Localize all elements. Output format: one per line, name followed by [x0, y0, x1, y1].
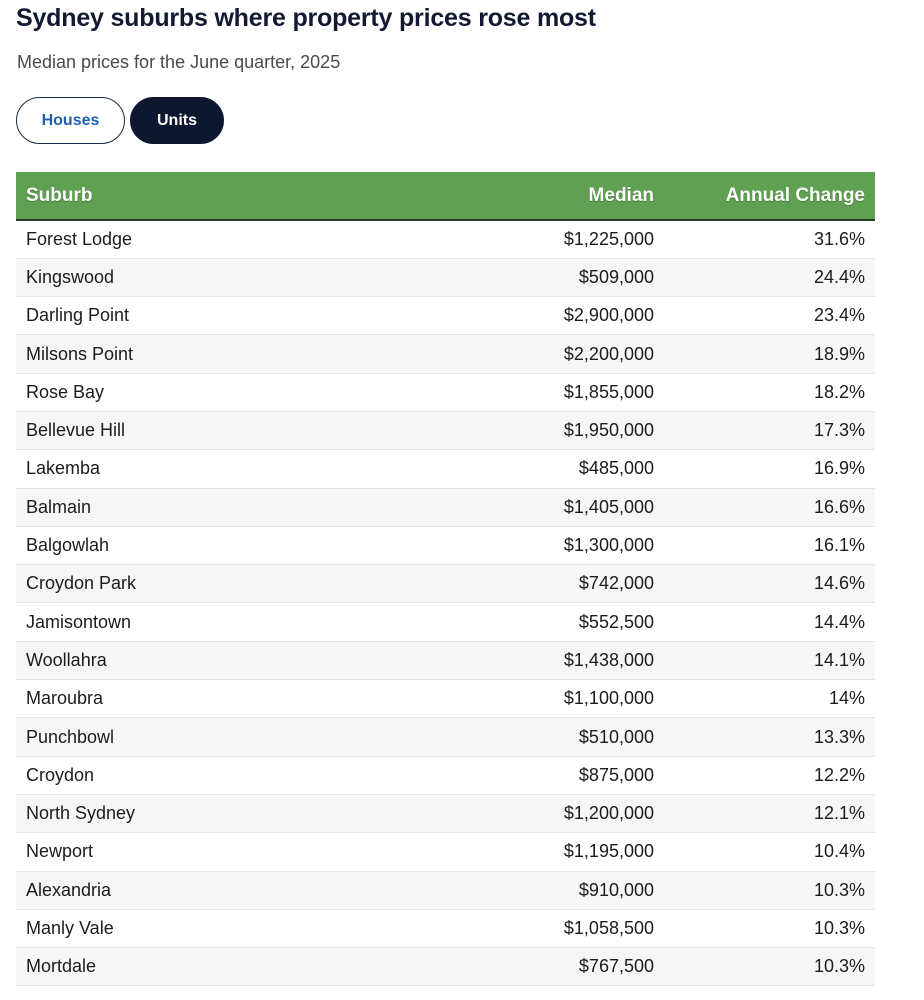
table-row: Maroubra $1,100,000 14%	[16, 679, 875, 719]
cell-median: $1,950,000	[396, 411, 664, 451]
cell-annual-change: 12.1%	[664, 794, 875, 834]
cell-annual-change: 17.3%	[664, 411, 875, 451]
cell-suburb: Punchbowl	[16, 717, 396, 757]
cell-annual-change: 18.9%	[664, 334, 875, 374]
table-row: Balgowlah $1,300,000 16.1%	[16, 526, 875, 566]
column-header-median[interactable]: Median	[396, 172, 664, 221]
cell-suburb: North Sydney	[16, 794, 396, 834]
cell-suburb: Balmain	[16, 488, 396, 527]
cell-suburb: Alexandria	[16, 871, 396, 910]
cell-annual-change: 14.6%	[664, 564, 875, 604]
cell-suburb: Bellevue Hill	[16, 411, 396, 451]
cell-median: $509,000	[396, 258, 664, 298]
cell-suburb: Balgowlah	[16, 526, 396, 566]
cell-median: $1,405,000	[396, 488, 664, 527]
houses-toggle-button[interactable]: Houses	[16, 97, 125, 144]
table-row: Croydon $875,000 12.2%	[16, 756, 875, 795]
cell-annual-change: 14.1%	[664, 641, 875, 681]
page-subtitle: Median prices for the June quarter, 2025	[17, 52, 341, 72]
cell-annual-change: 16.1%	[664, 526, 875, 566]
cell-annual-change: 14%	[664, 679, 875, 719]
cell-suburb: Lakemba	[16, 449, 396, 489]
cell-median: $875,000	[396, 756, 664, 795]
cell-annual-change: 13.3%	[664, 717, 875, 757]
cell-suburb: Croydon	[16, 756, 396, 795]
table-row: Darling Point $2,900,000 23.4%	[16, 296, 875, 336]
table-row: Rose Bay $1,855,000 18.2%	[16, 373, 875, 412]
cell-median: $1,855,000	[396, 373, 664, 412]
cell-annual-change: 16.6%	[664, 488, 875, 527]
table-row: Mortdale $767,500 10.3%	[16, 947, 875, 987]
cell-suburb: Forest Lodge	[16, 220, 396, 259]
table-row: Balmain $1,405,000 16.6%	[16, 488, 875, 527]
table-row: Croydon Park $742,000 14.6%	[16, 564, 875, 604]
cell-median: $1,100,000	[396, 679, 664, 719]
cell-median: $485,000	[396, 449, 664, 489]
cell-annual-change: 10.4%	[664, 832, 875, 872]
cell-median: $1,058,500	[396, 909, 664, 949]
table-body: Forest Lodge $1,225,000 31.6% Kingswood $509…	[16, 220, 875, 987]
cell-annual-change: 12.2%	[664, 756, 875, 795]
cell-suburb: Rose Bay	[16, 373, 396, 412]
table-header-row: Suburb Median Annual Change	[16, 172, 875, 221]
cell-suburb: Manly Vale	[16, 909, 396, 949]
cell-annual-change: 14.4%	[664, 602, 875, 642]
table-row: Alexandria $910,000 10.3%	[16, 871, 875, 910]
table-row: Bellevue Hill $1,950,000 17.3%	[16, 411, 875, 451]
cell-median: $552,500	[396, 602, 664, 642]
cell-suburb: Jamisontown	[16, 602, 396, 642]
table-row: Lakemba $485,000 16.9%	[16, 449, 875, 489]
table-row: Manly Vale $1,058,500 10.3%	[16, 909, 875, 949]
cell-median: $1,225,000	[396, 220, 664, 259]
cell-median: $1,195,000	[396, 832, 664, 872]
cell-annual-change: 31.6%	[664, 220, 875, 259]
table-row: Woollahra $1,438,000 14.1%	[16, 641, 875, 681]
table-row: Forest Lodge $1,225,000 31.6%	[16, 220, 875, 259]
units-toggle-button[interactable]: Units	[130, 97, 224, 144]
page-title: Sydney suburbs where property prices ros…	[16, 4, 596, 32]
cell-annual-change: 10.3%	[664, 909, 875, 949]
cell-median: $1,438,000	[396, 641, 664, 681]
cell-annual-change: 10.3%	[664, 871, 875, 910]
table-row: Milsons Point $2,200,000 18.9%	[16, 334, 875, 374]
cell-median: $2,900,000	[396, 296, 664, 336]
cell-median: $1,300,000	[396, 526, 664, 566]
cell-annual-change: 16.9%	[664, 449, 875, 489]
cell-suburb: Newport	[16, 832, 396, 872]
table-row: Kingswood $509,000 24.4%	[16, 258, 875, 298]
cell-annual-change: 10.3%	[664, 947, 875, 987]
column-header-annual-change[interactable]: Annual Change	[664, 172, 875, 221]
cell-suburb: Maroubra	[16, 679, 396, 719]
cell-median: $2,200,000	[396, 334, 664, 374]
cell-median: $767,500	[396, 947, 664, 987]
table-row: Punchbowl $510,000 13.3%	[16, 717, 875, 757]
cell-median: $910,000	[396, 871, 664, 910]
cell-median: $742,000	[396, 564, 664, 604]
table-row: North Sydney $1,200,000 12.1%	[16, 794, 875, 834]
cell-annual-change: 24.4%	[664, 258, 875, 298]
cell-median: $510,000	[396, 717, 664, 757]
cell-annual-change: 18.2%	[664, 373, 875, 412]
table-row: Newport $1,195,000 10.4%	[16, 832, 875, 872]
cell-suburb: Mortdale	[16, 947, 396, 987]
property-type-toggle: Houses Units	[16, 97, 224, 144]
column-header-suburb[interactable]: Suburb	[16, 172, 396, 221]
cell-annual-change: 23.4%	[664, 296, 875, 336]
cell-suburb: Woollahra	[16, 641, 396, 681]
suburb-price-table: Suburb Median Annual Change Forest Lodge…	[16, 172, 875, 987]
cell-suburb: Croydon Park	[16, 564, 396, 604]
table-row: Jamisontown $552,500 14.4%	[16, 602, 875, 642]
cell-suburb: Kingswood	[16, 258, 396, 298]
cell-suburb: Milsons Point	[16, 334, 396, 374]
cell-suburb: Darling Point	[16, 296, 396, 336]
cell-median: $1,200,000	[396, 794, 664, 834]
